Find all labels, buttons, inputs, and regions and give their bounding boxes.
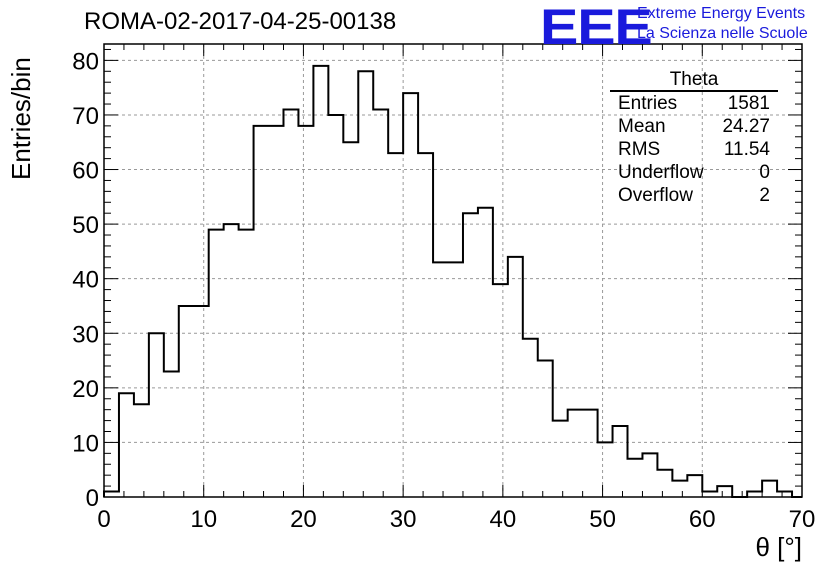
x-tick-label: 40 — [490, 506, 517, 533]
stats-value: 1581 — [727, 93, 770, 114]
stats-row-underflow: Underflow 0 — [610, 161, 778, 184]
y-tick-label: 80 — [72, 48, 99, 75]
x-tick-label: 70 — [789, 506, 816, 533]
x-tick-label: 10 — [190, 506, 217, 533]
y-tick-label: 0 — [86, 485, 99, 512]
x-tick-label: 0 — [97, 506, 110, 533]
x-tick-label: 60 — [689, 506, 716, 533]
x-tick-label: 20 — [290, 506, 317, 533]
logo-text: Extreme Energy Events La Scienza nelle S… — [637, 4, 808, 44]
stats-value: 24.27 — [722, 116, 770, 137]
stats-label: Overflow — [618, 185, 693, 206]
x-axis-label: θ [°] — [755, 532, 802, 562]
stats-value: 11.54 — [723, 139, 770, 160]
y-tick-label: 70 — [72, 103, 99, 130]
logo-line-2: La Scienza nelle Scuole — [637, 25, 808, 42]
stats-value: 0 — [759, 162, 770, 183]
x-tick-label: 30 — [390, 506, 417, 533]
chart-title: ROMA-02-2017-04-25-00138 — [84, 8, 397, 35]
histogram-series — [103, 64, 802, 498]
y-axis-label: Entries/bin — [6, 57, 36, 180]
stats-row-overflow: Overflow 2 — [610, 184, 778, 207]
stats-row-mean: Mean 24.27 — [610, 115, 778, 138]
y-tick-label: 10 — [72, 430, 99, 457]
y-tick-label: 40 — [72, 267, 99, 294]
x-tick-label: 50 — [589, 506, 616, 533]
y-tick-label: 20 — [72, 376, 99, 403]
plot-frame — [103, 43, 803, 498]
y-tick-label: 50 — [72, 212, 99, 239]
stats-label: RMS — [618, 139, 661, 160]
stats-title: Theta — [610, 70, 778, 92]
y-tick-label: 60 — [72, 158, 99, 185]
stats-label: Mean — [618, 116, 666, 137]
stats-row-rms: RMS 11.54 — [610, 138, 778, 161]
stats-label: Underflow — [618, 162, 704, 183]
eee-logo: EEE — [540, 0, 653, 55]
stats-row-entries: Entries 1581 — [610, 92, 778, 115]
logo-line-1: Extreme Energy Events — [637, 5, 806, 22]
stats-value: 2 — [759, 185, 770, 206]
stats-label: Entries — [618, 93, 678, 114]
y-tick-label: 30 — [72, 321, 99, 348]
stats-box: Theta Entries 1581 Mean 24.27 RMS 11.54 … — [610, 70, 778, 207]
